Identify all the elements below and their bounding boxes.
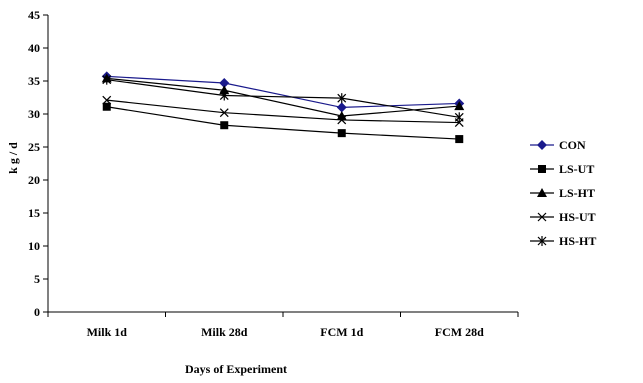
x-axis-title: Days of Experiment — [185, 362, 287, 376]
y-axis: 0 5 10 15 20 25 30 35 40 45 — [28, 8, 49, 319]
legend-label: HS-UT — [559, 210, 596, 224]
legend-item-hs-ht: HS-HT — [530, 234, 596, 248]
data-point-hs-ut — [337, 115, 347, 125]
data-point-hs-ht — [454, 112, 464, 123]
x-axis: Milk 1d Milk 28d FCM 1d FCM 28d — [47, 311, 519, 339]
y-tick-label: 15 — [28, 206, 40, 220]
legend-label: LS-UT — [559, 162, 594, 176]
data-point-con — [336, 102, 347, 113]
data-point-ls-ut — [220, 121, 229, 130]
series-line-hs-ut — [106, 99, 460, 124]
data-point-con — [219, 77, 230, 88]
legend-item-hs-ut: HS-UT — [530, 210, 596, 224]
data-point-hs-ht — [102, 74, 112, 85]
legend-item-con: CON — [530, 138, 586, 152]
data-point-ls-ut — [337, 129, 346, 138]
legend-item-ls-ht: LS-HT — [530, 186, 595, 200]
data-point-ls-ut — [102, 102, 111, 111]
legend-marker — [538, 165, 546, 173]
legend-marker — [537, 212, 547, 222]
y-tick-label: 0 — [34, 305, 40, 319]
y-axis-title: k g / d — [6, 142, 20, 174]
legend-item-ls-ut: LS-UT — [530, 162, 594, 176]
y-tick-label: 30 — [28, 107, 40, 121]
x-tick-label: Milk 28d — [201, 325, 248, 339]
series-layer — [101, 71, 465, 144]
y-tick-label: 45 — [28, 8, 40, 22]
data-point-hs-ut — [102, 95, 112, 105]
x-tick-label: FCM 1d — [320, 325, 363, 339]
data-point-ls-ht — [454, 101, 465, 111]
y-tick-label: 25 — [28, 140, 40, 154]
x-tick-label: Milk 1d — [87, 325, 128, 339]
y-tick-label: 40 — [28, 41, 40, 55]
series-line-hs-ht — [106, 79, 460, 118]
y-tick-label: 20 — [28, 173, 40, 187]
data-point-hs-ut — [219, 108, 229, 118]
x-tick-label: FCM 28d — [435, 325, 484, 339]
y-tick-label: 5 — [34, 272, 40, 286]
data-point-hs-ht — [219, 90, 229, 101]
legend-marker — [537, 140, 547, 150]
legend-marker — [537, 236, 547, 246]
series-line-ls-ht — [106, 77, 460, 117]
y-tick-label: 35 — [28, 74, 40, 88]
series-line-ls-ut — [106, 106, 460, 140]
data-point-ls-ut — [455, 135, 464, 144]
legend: CON LS-UT LS-HT HS-UT HS-HT — [530, 138, 596, 248]
data-point-hs-ht — [337, 93, 347, 104]
series-line-con — [106, 75, 460, 109]
legend-label: LS-HT — [559, 186, 595, 200]
data-point-ls-ht — [219, 85, 230, 95]
legend-label: CON — [559, 138, 586, 152]
legend-label: HS-HT — [559, 234, 596, 248]
legend-marker — [537, 188, 547, 197]
y-tick-label: 10 — [28, 239, 40, 253]
